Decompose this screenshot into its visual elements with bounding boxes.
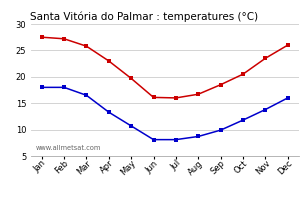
Text: www.allmetsat.com: www.allmetsat.com (36, 145, 101, 151)
Text: Santa Vitória do Palmar : temperatures (°C): Santa Vitória do Palmar : temperatures (… (30, 11, 259, 22)
